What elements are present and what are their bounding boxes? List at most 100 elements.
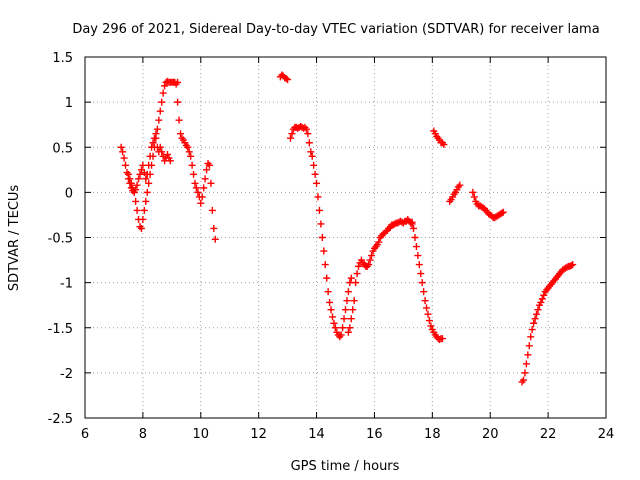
data-point [567, 261, 575, 269]
data-point [375, 238, 383, 246]
data-point [136, 170, 144, 178]
data-point [407, 219, 415, 227]
y-axis-label: SDTVAR / TECUs [7, 185, 22, 292]
series-arc11 [518, 261, 577, 386]
data-point [355, 262, 363, 270]
data-point [185, 148, 193, 156]
series-arc1 [117, 130, 174, 196]
data-point [156, 107, 164, 115]
data-point [317, 220, 325, 228]
data-point [130, 188, 138, 196]
x-tick-label: 12 [250, 427, 267, 442]
series-arc10 [469, 188, 507, 222]
data-point [288, 130, 296, 138]
chart-title: Day 296 of 2021, Sidereal Day-to-day VTE… [72, 22, 599, 37]
y-tick-label: 0 [65, 186, 73, 201]
data-point [148, 161, 156, 169]
data-point [330, 319, 338, 327]
data-point [418, 279, 426, 287]
x-axis-label: GPS time / hours [291, 459, 400, 474]
data-point [139, 215, 147, 223]
data-point [347, 274, 355, 282]
data-point [184, 143, 192, 151]
data-point [531, 315, 539, 323]
data-point [366, 256, 374, 264]
plot-frame [84, 56, 607, 419]
y-tick-label: -0.5 [48, 232, 73, 247]
data-point [191, 179, 199, 187]
data-point [423, 304, 431, 312]
y-tick-label: -1.5 [48, 322, 73, 337]
data-point [344, 288, 352, 296]
data-point [119, 148, 127, 156]
series-arc7 [408, 220, 446, 343]
data-point [337, 331, 345, 339]
data-point [142, 197, 150, 205]
data-point [533, 310, 541, 318]
data-point [210, 224, 218, 232]
data-point [415, 261, 423, 269]
data-point [149, 152, 157, 160]
data-point [140, 206, 148, 214]
data-point [158, 98, 166, 106]
data-point [538, 295, 546, 303]
data-point [527, 333, 535, 341]
y-tick-label: 0.5 [52, 141, 73, 156]
data-point [155, 116, 163, 124]
data-point [414, 252, 422, 260]
x-tick-label: 18 [424, 427, 441, 442]
data-point [132, 197, 140, 205]
y-tick-label: -2.5 [48, 412, 73, 427]
data-point [425, 317, 433, 325]
data-point [313, 179, 321, 187]
data-point [421, 297, 429, 305]
data-point [307, 148, 315, 156]
data-point [122, 161, 130, 169]
data-point [284, 76, 292, 84]
data-point [520, 376, 528, 384]
series-arc2 [124, 77, 182, 232]
data-point [343, 297, 351, 305]
data-point [192, 184, 200, 192]
data-point [135, 175, 143, 183]
data-point [534, 306, 542, 314]
data-point [208, 206, 216, 214]
data-point [321, 261, 329, 269]
data-point [310, 161, 318, 169]
data-point [344, 328, 352, 336]
data-point [346, 324, 354, 332]
data-point [174, 78, 182, 86]
data-point [158, 148, 166, 156]
data-point [410, 224, 418, 232]
y-tick-label: -2 [60, 367, 73, 382]
data-point [129, 184, 137, 192]
series-arc5 [287, 122, 355, 341]
data-point [177, 130, 185, 138]
data-point [524, 351, 532, 359]
data-point [126, 175, 134, 183]
data-point [308, 152, 316, 160]
data-point [163, 150, 171, 158]
data-point [328, 313, 336, 321]
x-tick-label: 14 [308, 427, 325, 442]
data-point [117, 143, 125, 151]
data-point [305, 139, 313, 147]
data-point [420, 288, 428, 296]
data-point [314, 193, 322, 201]
data-point [327, 306, 335, 314]
series-arc4 [276, 71, 292, 84]
data-point [153, 125, 161, 133]
data-point [525, 342, 533, 350]
data-point [469, 188, 477, 196]
data-point [498, 209, 506, 217]
x-tick-label: 22 [540, 427, 557, 442]
x-tick-label: 16 [366, 427, 383, 442]
data-point [530, 319, 538, 327]
data-point [282, 75, 290, 83]
data-point [440, 141, 448, 149]
data-point [368, 252, 376, 260]
data-point [207, 179, 215, 187]
data-point [522, 360, 530, 368]
data-point [304, 130, 312, 138]
series-arc6 [344, 215, 416, 336]
